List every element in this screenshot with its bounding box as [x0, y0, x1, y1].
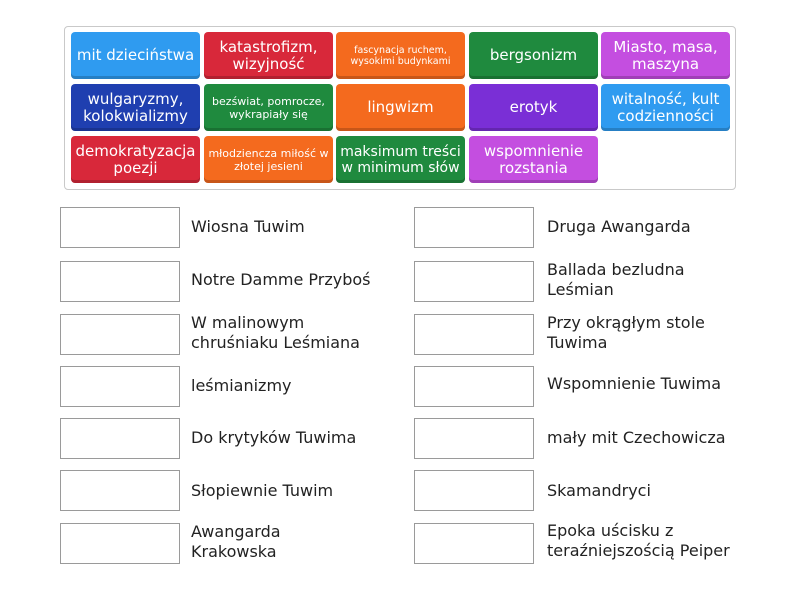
drop-slot[interactable]	[414, 418, 534, 459]
answer-tile[interactable]: katastrofizm, wizyjność	[204, 32, 333, 79]
drop-slot[interactable]	[60, 261, 180, 302]
answer-tile[interactable]: bergsonizm	[469, 32, 598, 79]
tile-label: erotyk	[509, 98, 558, 116]
drop-slot[interactable]	[414, 261, 534, 302]
drop-slot[interactable]	[414, 366, 534, 407]
match-label: Ballada bezludna Leśmian	[547, 260, 685, 299]
tile-label: bezświat, pomrocze, wykrapiały się	[212, 94, 325, 121]
drop-slot[interactable]	[60, 523, 180, 564]
match-label: Druga Awangarda	[547, 217, 691, 236]
drop-slot[interactable]	[60, 470, 180, 511]
answer-tile[interactable]: bezświat, pomrocze, wykrapiały się	[204, 84, 333, 131]
drop-slot[interactable]	[414, 470, 534, 511]
answer-tile[interactable]: mit dzieciństwa	[71, 32, 200, 79]
match-label: mały mit Czechowicza	[547, 428, 726, 447]
drop-slot[interactable]	[60, 314, 180, 355]
match-label: Notre Damme Przyboś	[191, 270, 371, 289]
answer-tile[interactable]: erotyk	[469, 84, 598, 131]
tile-label: maksimum treści w minimum słów	[340, 143, 461, 176]
tile-label: fascynacja ruchem, wysokimi budynkami	[350, 44, 451, 67]
match-label: Skamandryci	[547, 481, 651, 500]
drop-slot[interactable]	[414, 523, 534, 564]
answer-tile[interactable]: wspomnienie rozstania	[469, 136, 598, 183]
match-label: Wiosna Tuwim	[191, 217, 305, 236]
drop-slot[interactable]	[60, 366, 180, 407]
answer-tile[interactable]: wulgaryzmy, kolokwializmy	[71, 84, 200, 131]
drop-slot[interactable]	[414, 314, 534, 355]
answer-bank: mit dzieciństwa katastrofizm, wizyjność …	[64, 26, 736, 190]
answer-tile[interactable]: Miasto, masa, maszyna	[601, 32, 730, 79]
match-label: leśmianizmy	[191, 376, 292, 395]
tile-label: wulgaryzmy, kolokwializmy	[83, 89, 188, 125]
match-label: Epoka uścisku z teraźniejszością Peiper	[547, 521, 730, 560]
tile-label: bergsonizm	[489, 46, 578, 64]
tile-label: lingwizm	[367, 98, 434, 116]
answer-tile[interactable]: fascynacja ruchem, wysokimi budynkami	[336, 32, 465, 79]
drop-slot[interactable]	[60, 207, 180, 248]
match-label: Przy okrągłym stole Tuwima	[547, 313, 705, 352]
tile-label: Miasto, masa, maszyna	[613, 37, 718, 73]
match-label: Do krytyków Tuwima	[191, 428, 357, 447]
tile-label: katastrofizm, wizyjność	[219, 37, 318, 73]
tile-label: wspomnienie rozstania	[483, 141, 584, 177]
tile-label: demokratyzacja poezji	[75, 141, 196, 177]
drop-slot[interactable]	[414, 207, 534, 248]
tile-label: witalność, kult codzienności	[611, 89, 720, 125]
answer-tile[interactable]: witalność, kult codzienności	[601, 84, 730, 131]
tile-label: młodziencza miłość w złotej jesieni	[208, 146, 329, 173]
match-label: Awangarda Krakowska	[191, 522, 281, 561]
match-label: Wspomnienie Tuwima	[547, 374, 722, 393]
answer-tile[interactable]: maksimum treści w minimum słów	[336, 136, 465, 183]
match-label: Słopiewnie Tuwim	[191, 481, 334, 500]
answer-tile[interactable]: lingwizm	[336, 84, 465, 131]
tile-label: mit dzieciństwa	[76, 46, 195, 64]
drop-slot[interactable]	[60, 418, 180, 459]
answer-tile[interactable]: demokratyzacja poezji	[71, 136, 200, 183]
match-label: W malinowym chruśniaku Leśmiana	[191, 313, 360, 352]
answer-tile[interactable]: młodziencza miłość w złotej jesieni	[204, 136, 333, 183]
